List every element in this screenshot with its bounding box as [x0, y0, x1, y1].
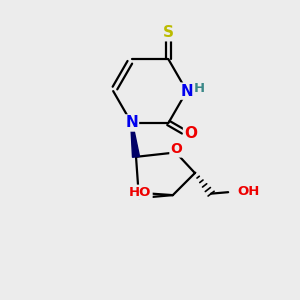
Text: N: N: [125, 116, 138, 130]
Text: OH: OH: [238, 185, 260, 198]
Text: H: H: [194, 82, 205, 95]
Text: O: O: [170, 142, 182, 157]
Text: HO: HO: [129, 186, 152, 199]
Polygon shape: [131, 123, 140, 157]
Text: N: N: [180, 84, 193, 99]
Text: O: O: [184, 126, 197, 141]
Text: S: S: [163, 25, 174, 40]
